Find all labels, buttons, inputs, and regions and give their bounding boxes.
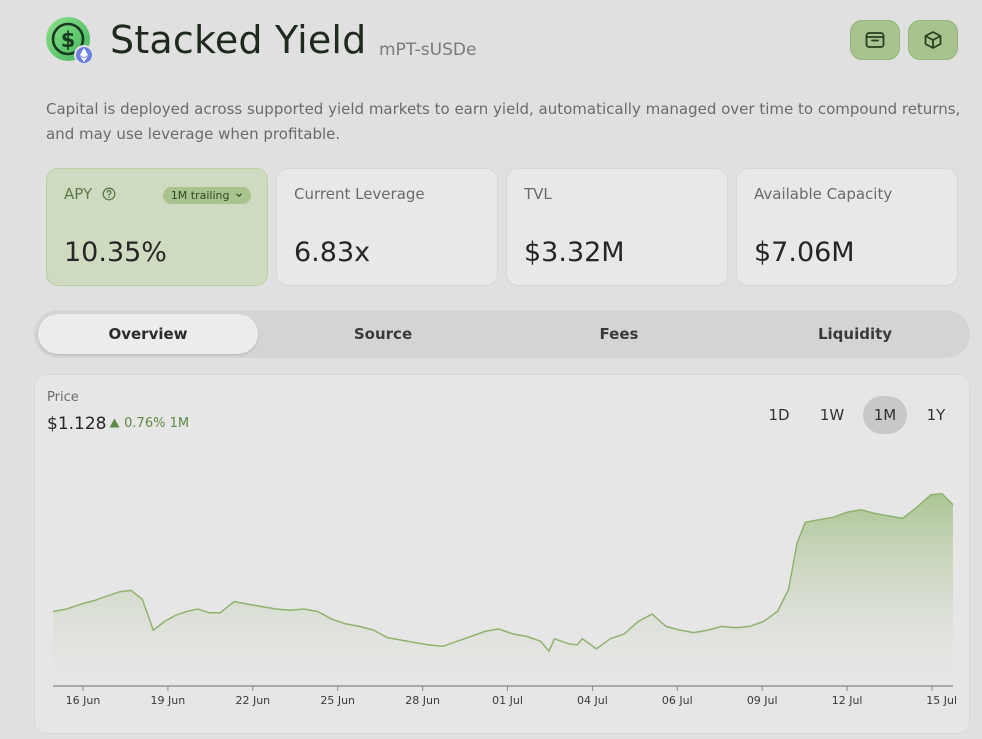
x-tick-label: 04 Jul — [577, 694, 608, 707]
page-title: Stacked Yield — [110, 18, 367, 62]
trailing-period-dropdown[interactable]: 1M trailing — [162, 187, 251, 204]
help-circle-icon[interactable] — [102, 187, 116, 201]
apy-value: 10.35% — [64, 237, 167, 268]
range-1y[interactable]: 1Y — [926, 406, 946, 424]
price-area-chart[interactable]: 16 Jun 19 Jun 22 Jun 25 Jun 28 Jun 01 Jul 04 J… — [35, 375, 971, 735]
leverage-value: 6.83x — [294, 237, 371, 268]
section-tabs: Overview Source Fees Liquidity — [34, 310, 970, 358]
x-tick-label: 19 Jun — [151, 694, 186, 707]
price-line — [52, 492, 954, 653]
x-tick-label: 25 Jun — [320, 694, 355, 707]
stat-card-apy: APY 1M trailing 10.35% — [46, 168, 268, 286]
susde-token-icon: $ — [46, 17, 94, 65]
price-area — [53, 493, 953, 686]
stat-label: APY — [64, 185, 116, 203]
header: $ Stacked Yield mPT-sUSDe — [46, 16, 958, 66]
tab-liquidity[interactable]: Liquidity — [817, 325, 893, 343]
capacity-value: $7.06M — [754, 237, 855, 268]
x-tick-label: 01 Jul — [492, 694, 523, 707]
svg-text:$: $ — [61, 28, 76, 52]
range-1w[interactable]: 1W — [819, 406, 845, 424]
x-tick-label: 22 Jun — [235, 694, 270, 707]
x-tick-label: 28 Jun — [405, 694, 440, 707]
x-axis-ticks: 16 Jun 19 Jun 22 Jun 25 Jun 28 Jun 01 Jul 04 J… — [66, 686, 957, 707]
wallet-button[interactable] — [850, 20, 900, 60]
chevron-down-icon — [236, 193, 242, 198]
stat-card-capacity: Available Capacity $7.06M — [736, 168, 958, 286]
token-symbol: mPT-sUSDe — [379, 40, 477, 60]
x-tick-label: 12 Jul — [832, 694, 863, 707]
cube-icon — [924, 31, 942, 49]
tab-fees[interactable]: Fees — [599, 325, 639, 343]
price-label: Price — [47, 390, 79, 405]
price-chart-card: Price $1.128 0.76% 1M 1D 1W 1M 1Y 16 Jun… — [34, 374, 970, 734]
price-change: 0.76% 1M — [109, 416, 189, 431]
tvl-value: $3.32M — [524, 237, 625, 268]
price-value: $1.128 — [47, 414, 107, 434]
price-change-text: 0.76% 1M — [124, 416, 190, 431]
triangle-up-icon — [109, 418, 120, 428]
stat-label: Available Capacity — [754, 185, 893, 203]
trailing-period-label: 1M trailing — [170, 189, 230, 202]
x-tick-label: 09 Jul — [747, 694, 778, 707]
stat-label: TVL — [524, 185, 552, 203]
range-1d[interactable]: 1D — [768, 406, 790, 424]
x-tick-label: 16 Jun — [66, 694, 101, 707]
wallet-icon — [865, 32, 885, 48]
stat-card-leverage: Current Leverage 6.83x — [276, 168, 498, 286]
range-1m[interactable]: 1M — [863, 396, 907, 434]
stat-card-tvl: TVL $3.32M — [506, 168, 728, 286]
vault-description: Capital is deployed across supported yie… — [46, 100, 961, 143]
tab-overview[interactable]: Overview — [38, 314, 258, 354]
x-tick-label: 06 Jul — [662, 694, 693, 707]
cube-button[interactable] — [908, 20, 958, 60]
tab-source[interactable]: Source — [353, 325, 413, 343]
x-tick-label: 15 Jul — [926, 694, 957, 707]
apy-label: APY — [64, 185, 93, 203]
stat-label: Current Leverage — [294, 185, 425, 203]
